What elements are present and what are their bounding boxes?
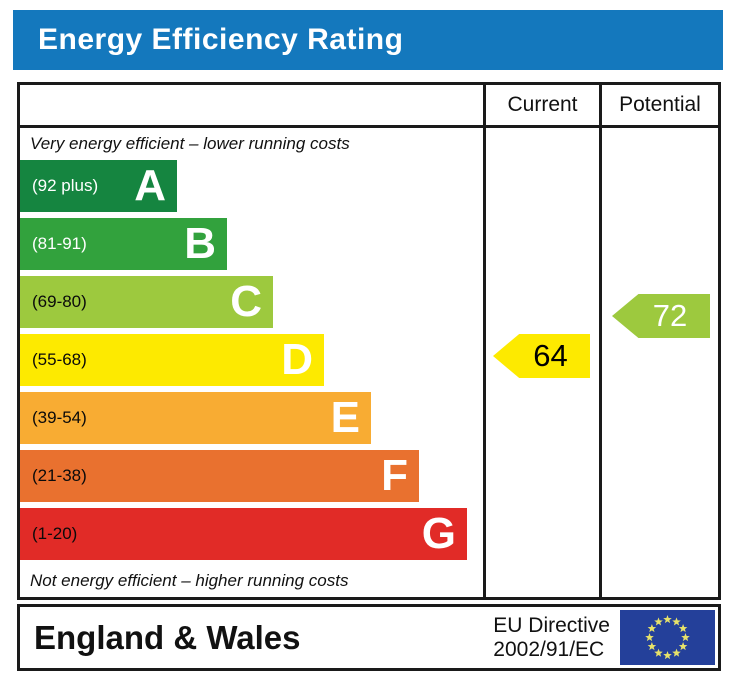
- band-b-letter: B: [184, 219, 216, 268]
- band-c: (69-80) C: [20, 276, 273, 328]
- eu-flag-icon: [620, 610, 715, 665]
- note-not-efficient: Not energy efficient – higher running co…: [30, 570, 349, 590]
- band-b-range: (81-91): [32, 234, 87, 253]
- eu-directive-label: EU Directive 2002/91/EC: [493, 614, 610, 661]
- band-g-range: (1-20): [32, 524, 78, 543]
- band-d-letter: D: [281, 335, 313, 384]
- eu-directive-line2: 2002/91/EC: [493, 637, 605, 661]
- note-very-efficient: Very energy efficient – lower running co…: [30, 134, 350, 153]
- band-d: (55-68) D: [20, 334, 324, 386]
- band-e-letter: E: [330, 393, 360, 442]
- band-e-range: (39-54): [32, 408, 87, 427]
- footer-row: England & Wales EU Directive 2002/91/EC: [17, 604, 721, 671]
- band-f: (21-38) F: [20, 450, 419, 502]
- current-column-divider: [483, 85, 486, 597]
- eu-directive-line1: EU Directive: [493, 613, 610, 637]
- band-a-range: (92 plus): [32, 176, 99, 195]
- band-a-letter: A: [134, 161, 166, 210]
- band-e: (39-54) E: [20, 392, 371, 444]
- rating-chart: Current Potential Very energy efficient …: [17, 82, 721, 600]
- chart-body: Very energy efficient – lower running co…: [20, 128, 718, 597]
- potential-rating-arrow: 72: [612, 294, 710, 338]
- current-rating-value: 64: [533, 338, 568, 373]
- band-f-letter: F: [381, 451, 408, 500]
- potential-rating-value: 72: [652, 298, 688, 333]
- band-g: (1-20) G: [20, 508, 467, 560]
- eu-flag-stars: [645, 615, 690, 660]
- current-column-header: Current: [507, 93, 578, 116]
- region-label: England & Wales: [34, 618, 301, 656]
- potential-column-header: Potential: [619, 93, 701, 116]
- chart-header-row: Current Potential: [20, 85, 718, 128]
- band-g-letter: G: [421, 509, 456, 558]
- page-title-bar: Energy Efficiency Rating: [13, 10, 723, 70]
- band-c-range: (69-80): [32, 292, 87, 311]
- band-d-range: (55-68): [32, 350, 87, 369]
- band-b: (81-91) B: [20, 218, 227, 270]
- potential-column-divider: [599, 85, 602, 597]
- band-f-range: (21-38): [32, 466, 87, 485]
- band-a: (92 plus) A: [20, 160, 177, 212]
- page-title: Energy Efficiency Rating: [38, 23, 404, 56]
- band-c-letter: C: [230, 277, 262, 326]
